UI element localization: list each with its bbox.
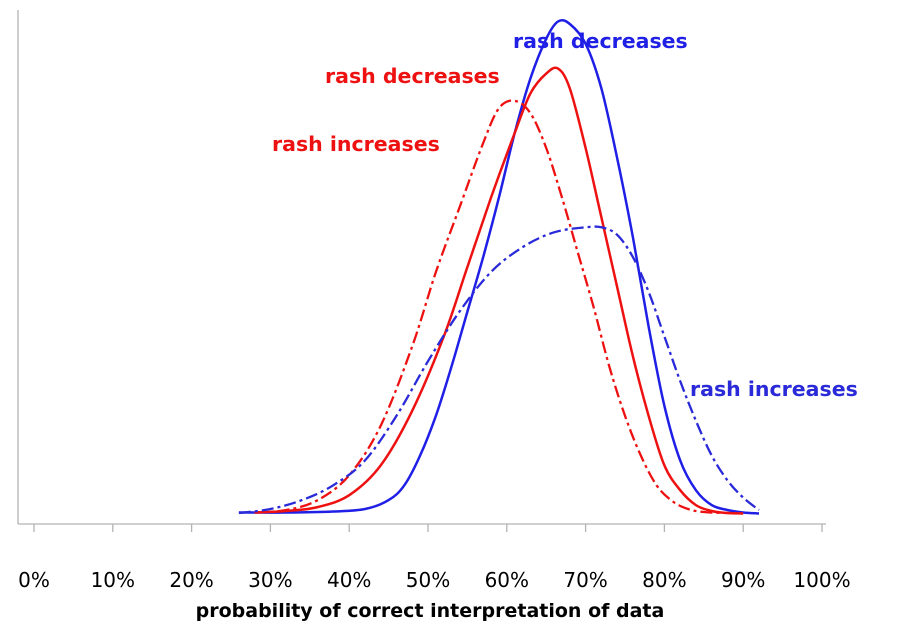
series-curves	[238, 18, 760, 515]
label-rash-increases-red: rash increases	[272, 132, 440, 156]
x-tick-label: 40%	[327, 568, 371, 592]
label-rash-increases-blue: rash increases	[690, 377, 858, 401]
x-axis-label: probability of correct interpretation of…	[196, 600, 665, 622]
x-tick-label: 30%	[248, 568, 292, 592]
x-tick-label: 10%	[91, 568, 135, 592]
series-line-rash-decreases-red	[254, 66, 744, 515]
x-tick-label: 80%	[642, 568, 686, 592]
x-tick-label: 100%	[793, 568, 850, 592]
x-tick-label: 90%	[721, 568, 765, 592]
x-tick-label: 20%	[169, 568, 213, 592]
series-line-rash-increases-red	[254, 99, 744, 515]
x-tick-label: 60%	[485, 568, 529, 592]
x-tick-label: 0%	[18, 568, 50, 592]
x-tick-labels: 0% 10% 20% 30% 40% 50% 60% 70% 80% 90% 100%	[18, 568, 850, 592]
x-tick-label: 70%	[563, 568, 607, 592]
x-tick-label: 50%	[406, 568, 450, 592]
x-axis-ticks	[33, 524, 823, 532]
label-rash-decreases-blue: rash decreases	[513, 29, 688, 53]
series-line-rash-decreases-blue	[238, 18, 760, 515]
series-line-rash-increases-blue	[238, 225, 760, 515]
label-rash-decreases-red: rash decreases	[325, 64, 500, 88]
